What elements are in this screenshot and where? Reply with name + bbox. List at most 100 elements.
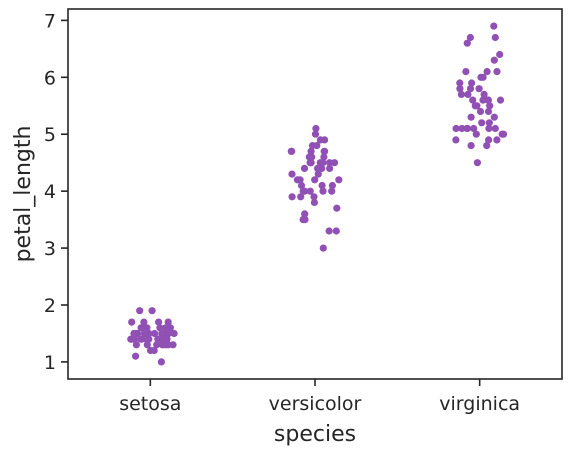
y-tick-label: 2 [44, 295, 56, 317]
x-tick-label-virginica: virginica [439, 393, 520, 415]
point-setosa [132, 341, 140, 349]
point-virginica [485, 124, 493, 133]
point-versicolor [319, 244, 327, 252]
point-virginica [467, 142, 475, 150]
point-setosa [158, 329, 166, 338]
point-versicolor [288, 193, 296, 201]
point-versicolor [301, 216, 309, 224]
point-virginica [462, 68, 470, 76]
point-versicolor [312, 124, 320, 133]
x-axis-label: species [274, 422, 356, 447]
point-virginica [477, 73, 485, 81]
point-versicolor [318, 181, 326, 190]
point-versicolor [330, 159, 339, 167]
point-setosa [136, 307, 144, 315]
point-virginica [483, 68, 491, 76]
point-virginica [463, 39, 471, 47]
point-setosa [137, 324, 145, 332]
y-tick-label: 5 [44, 124, 56, 146]
point-setosa [140, 329, 148, 338]
point-virginica [473, 159, 481, 167]
point-setosa [143, 324, 151, 332]
point-versicolor [297, 181, 306, 190]
point-setosa [138, 335, 146, 343]
point-versicolor [326, 164, 334, 172]
point-virginica [472, 130, 480, 138]
point-virginica [457, 90, 465, 98]
point-versicolor [311, 176, 319, 184]
point-versicolor [308, 142, 317, 150]
point-versicolor [328, 181, 336, 190]
point-virginica [456, 85, 464, 93]
point-virginica [469, 96, 477, 104]
point-virginica [458, 124, 466, 133]
point-virginica [491, 124, 499, 133]
point-setosa [127, 335, 135, 343]
point-virginica [484, 107, 493, 116]
point-versicolor [314, 170, 322, 178]
point-setosa [143, 341, 151, 349]
point-versicolor [325, 227, 333, 235]
point-versicolor [316, 159, 324, 167]
point-setosa [170, 329, 178, 338]
point-setosa [151, 329, 159, 338]
point-setosa [157, 358, 165, 366]
point-virginica [498, 130, 506, 138]
point-virginica [493, 136, 501, 144]
y-axis: 1 2 3 4 5 6 7 [44, 10, 68, 374]
x-tick-label-versicolor: versicolor [269, 393, 362, 415]
point-setosa [128, 318, 136, 326]
point-versicolor [310, 193, 318, 201]
point-versicolor [333, 204, 341, 212]
point-versicolor [316, 136, 324, 144]
point-virginica [483, 142, 491, 150]
y-tick-label: 1 [44, 352, 56, 374]
point-virginica [496, 96, 505, 104]
point-versicolor [297, 193, 305, 201]
point-setosa [153, 341, 161, 349]
point-virginica [475, 85, 483, 93]
point-versicolor [335, 176, 343, 184]
x-tick-label-setosa: setosa [119, 393, 181, 415]
y-tick-label: 3 [44, 238, 56, 260]
point-setosa [155, 318, 163, 326]
point-setosa [145, 335, 153, 343]
point-virginica [467, 113, 475, 121]
point-versicolor [296, 176, 304, 184]
point-virginica [452, 124, 460, 133]
point-virginica [464, 90, 472, 98]
point-setosa [164, 318, 172, 326]
point-virginica [466, 33, 474, 42]
point-virginica [485, 119, 493, 127]
point-versicolor [332, 227, 340, 235]
point-virginica [490, 113, 498, 121]
point-setosa [140, 318, 148, 326]
point-setosa [146, 346, 155, 355]
y-tick-label: 7 [44, 10, 56, 32]
point-versicolor [321, 147, 329, 155]
point-versicolor [307, 147, 315, 155]
point-virginica [479, 96, 487, 104]
point-virginica [478, 119, 486, 127]
point-versicolor [301, 210, 309, 218]
point-virginica [490, 56, 498, 64]
point-virginica [468, 79, 476, 87]
point-virginica [456, 79, 464, 87]
y-tick-label: 4 [44, 181, 56, 203]
point-versicolor [307, 159, 315, 167]
point-versicolor [300, 164, 309, 172]
point-versicolor [310, 198, 318, 207]
point-versicolor [328, 187, 336, 195]
point-virginica [490, 22, 498, 30]
point-setosa [148, 307, 156, 315]
point-virginica [470, 124, 478, 133]
point-virginica [485, 136, 493, 144]
point-setosa [162, 324, 170, 332]
point-virginica [484, 96, 492, 104]
point-virginica [496, 50, 504, 59]
point-setosa [162, 341, 170, 349]
point-versicolor [308, 153, 316, 161]
point-virginica [476, 107, 485, 116]
point-virginica [480, 90, 488, 98]
